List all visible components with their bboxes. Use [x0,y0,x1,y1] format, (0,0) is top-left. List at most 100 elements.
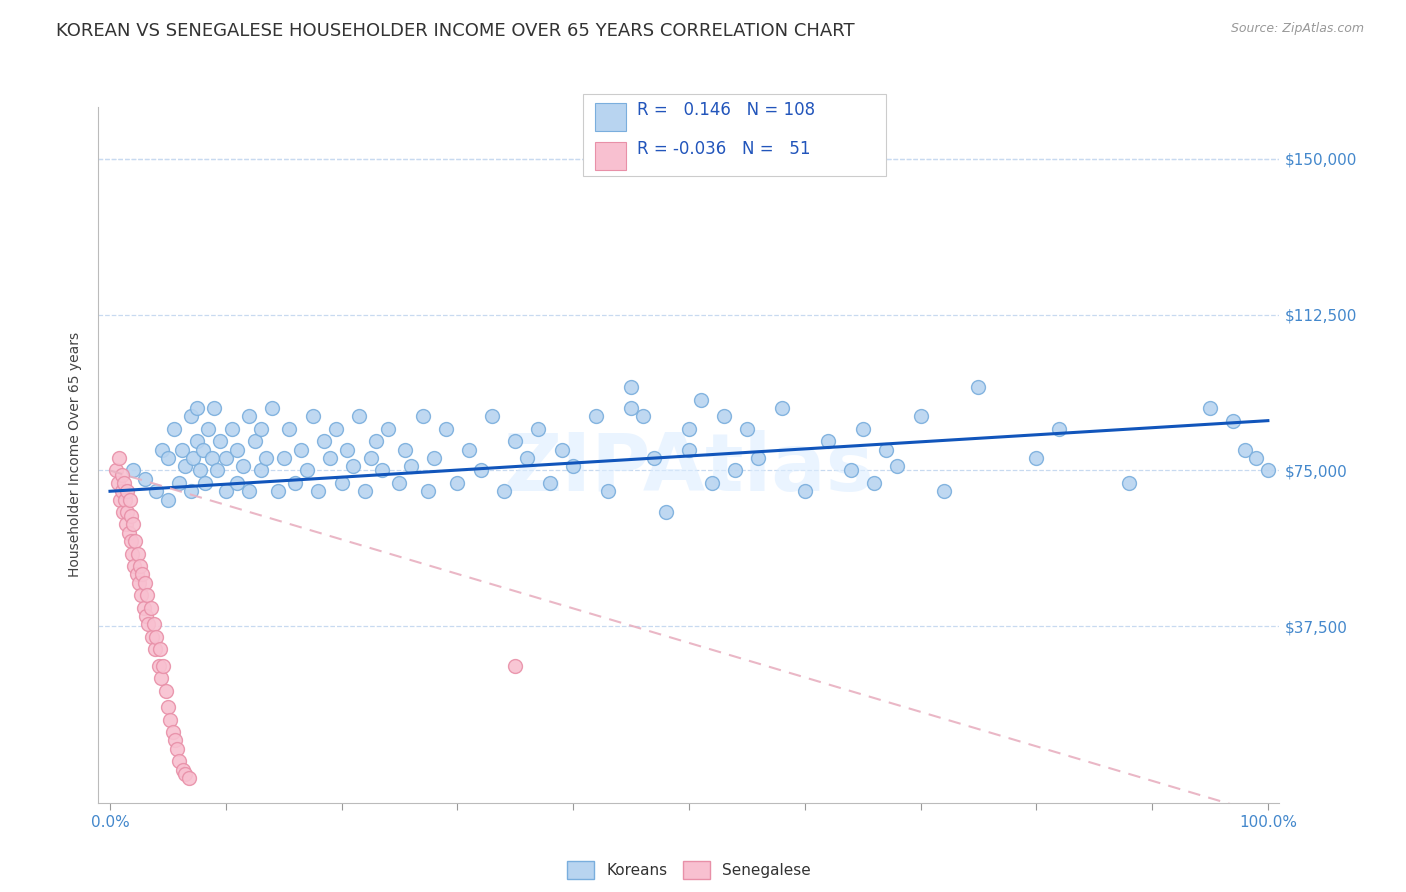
Point [377,422,399,436]
Point [180,484,202,499]
Point [886,459,908,474]
Point [371,463,394,477]
Point [110,492,132,507]
Point [174,459,197,474]
Point [169,475,191,490]
Point [141,630,163,644]
Point [254,450,277,465]
Point [112,475,135,490]
Point [117,484,139,499]
Point [643,450,665,465]
Point [585,409,607,424]
Point [120,534,142,549]
Point [481,409,503,424]
Point [388,475,411,490]
Point [139,600,162,615]
Point [215,450,238,465]
Point [284,475,307,490]
Point [267,484,290,499]
Point [122,517,145,532]
Point [125,567,148,582]
Point [852,422,875,436]
Point [188,463,211,477]
Point [117,505,139,519]
Point [156,700,179,714]
Point [724,463,747,477]
Point [249,463,271,477]
Point [145,484,167,499]
Point [131,567,153,582]
Point [136,588,159,602]
Point [793,484,815,499]
Point [700,475,723,490]
Point [117,525,139,540]
Point [155,683,177,698]
Point [186,434,208,449]
Point [108,450,131,465]
Point [232,459,254,474]
Point [169,754,191,768]
Point [1233,442,1256,457]
Point [143,617,166,632]
Point [932,484,955,499]
Point [503,658,526,673]
Point [115,517,138,532]
Point [202,401,225,416]
Point [127,547,149,561]
Point [562,459,585,474]
Point [172,763,194,777]
Point [1049,422,1071,436]
Point [538,475,561,490]
Point [273,450,295,465]
Point [149,671,172,685]
Point [124,534,146,549]
Point [201,450,224,465]
Point [1246,450,1268,465]
Point [145,630,167,644]
Point [910,409,932,424]
Point [689,392,711,407]
Point [205,463,228,477]
Point [492,484,515,499]
Point [215,484,238,499]
Point [817,434,839,449]
Point [174,766,197,780]
Point [148,658,170,673]
Point [330,475,353,490]
Point [596,484,619,499]
Point [163,422,186,436]
Point [503,434,526,449]
Point [278,422,301,436]
Point [135,608,157,623]
Point [434,422,457,436]
Point [110,467,132,482]
Point [104,463,127,477]
Point [399,459,422,474]
Text: R =   0.146   N = 108: R = 0.146 N = 108 [637,101,815,119]
Point [249,422,271,436]
Point [336,442,359,457]
Point [423,450,446,465]
Point [314,434,336,449]
Point [863,475,886,490]
Point [149,642,172,657]
Point [134,575,156,590]
Point [136,617,159,632]
Point [124,559,146,574]
Point [1025,450,1047,465]
Text: KOREAN VS SENEGALESE HOUSEHOLDER INCOME OVER 65 YEARS CORRELATION CHART: KOREAN VS SENEGALESE HOUSEHOLDER INCOME … [56,22,855,40]
Point [747,450,769,465]
Point [208,434,231,449]
Point [394,442,416,457]
Point [1222,414,1244,428]
Point [353,484,375,499]
Point [307,484,329,499]
Point [183,450,205,465]
Point [118,492,141,507]
Point [839,463,862,477]
Point [678,422,700,436]
Point [550,442,572,457]
Point [121,547,143,561]
Point [159,713,181,727]
Point [967,380,990,394]
